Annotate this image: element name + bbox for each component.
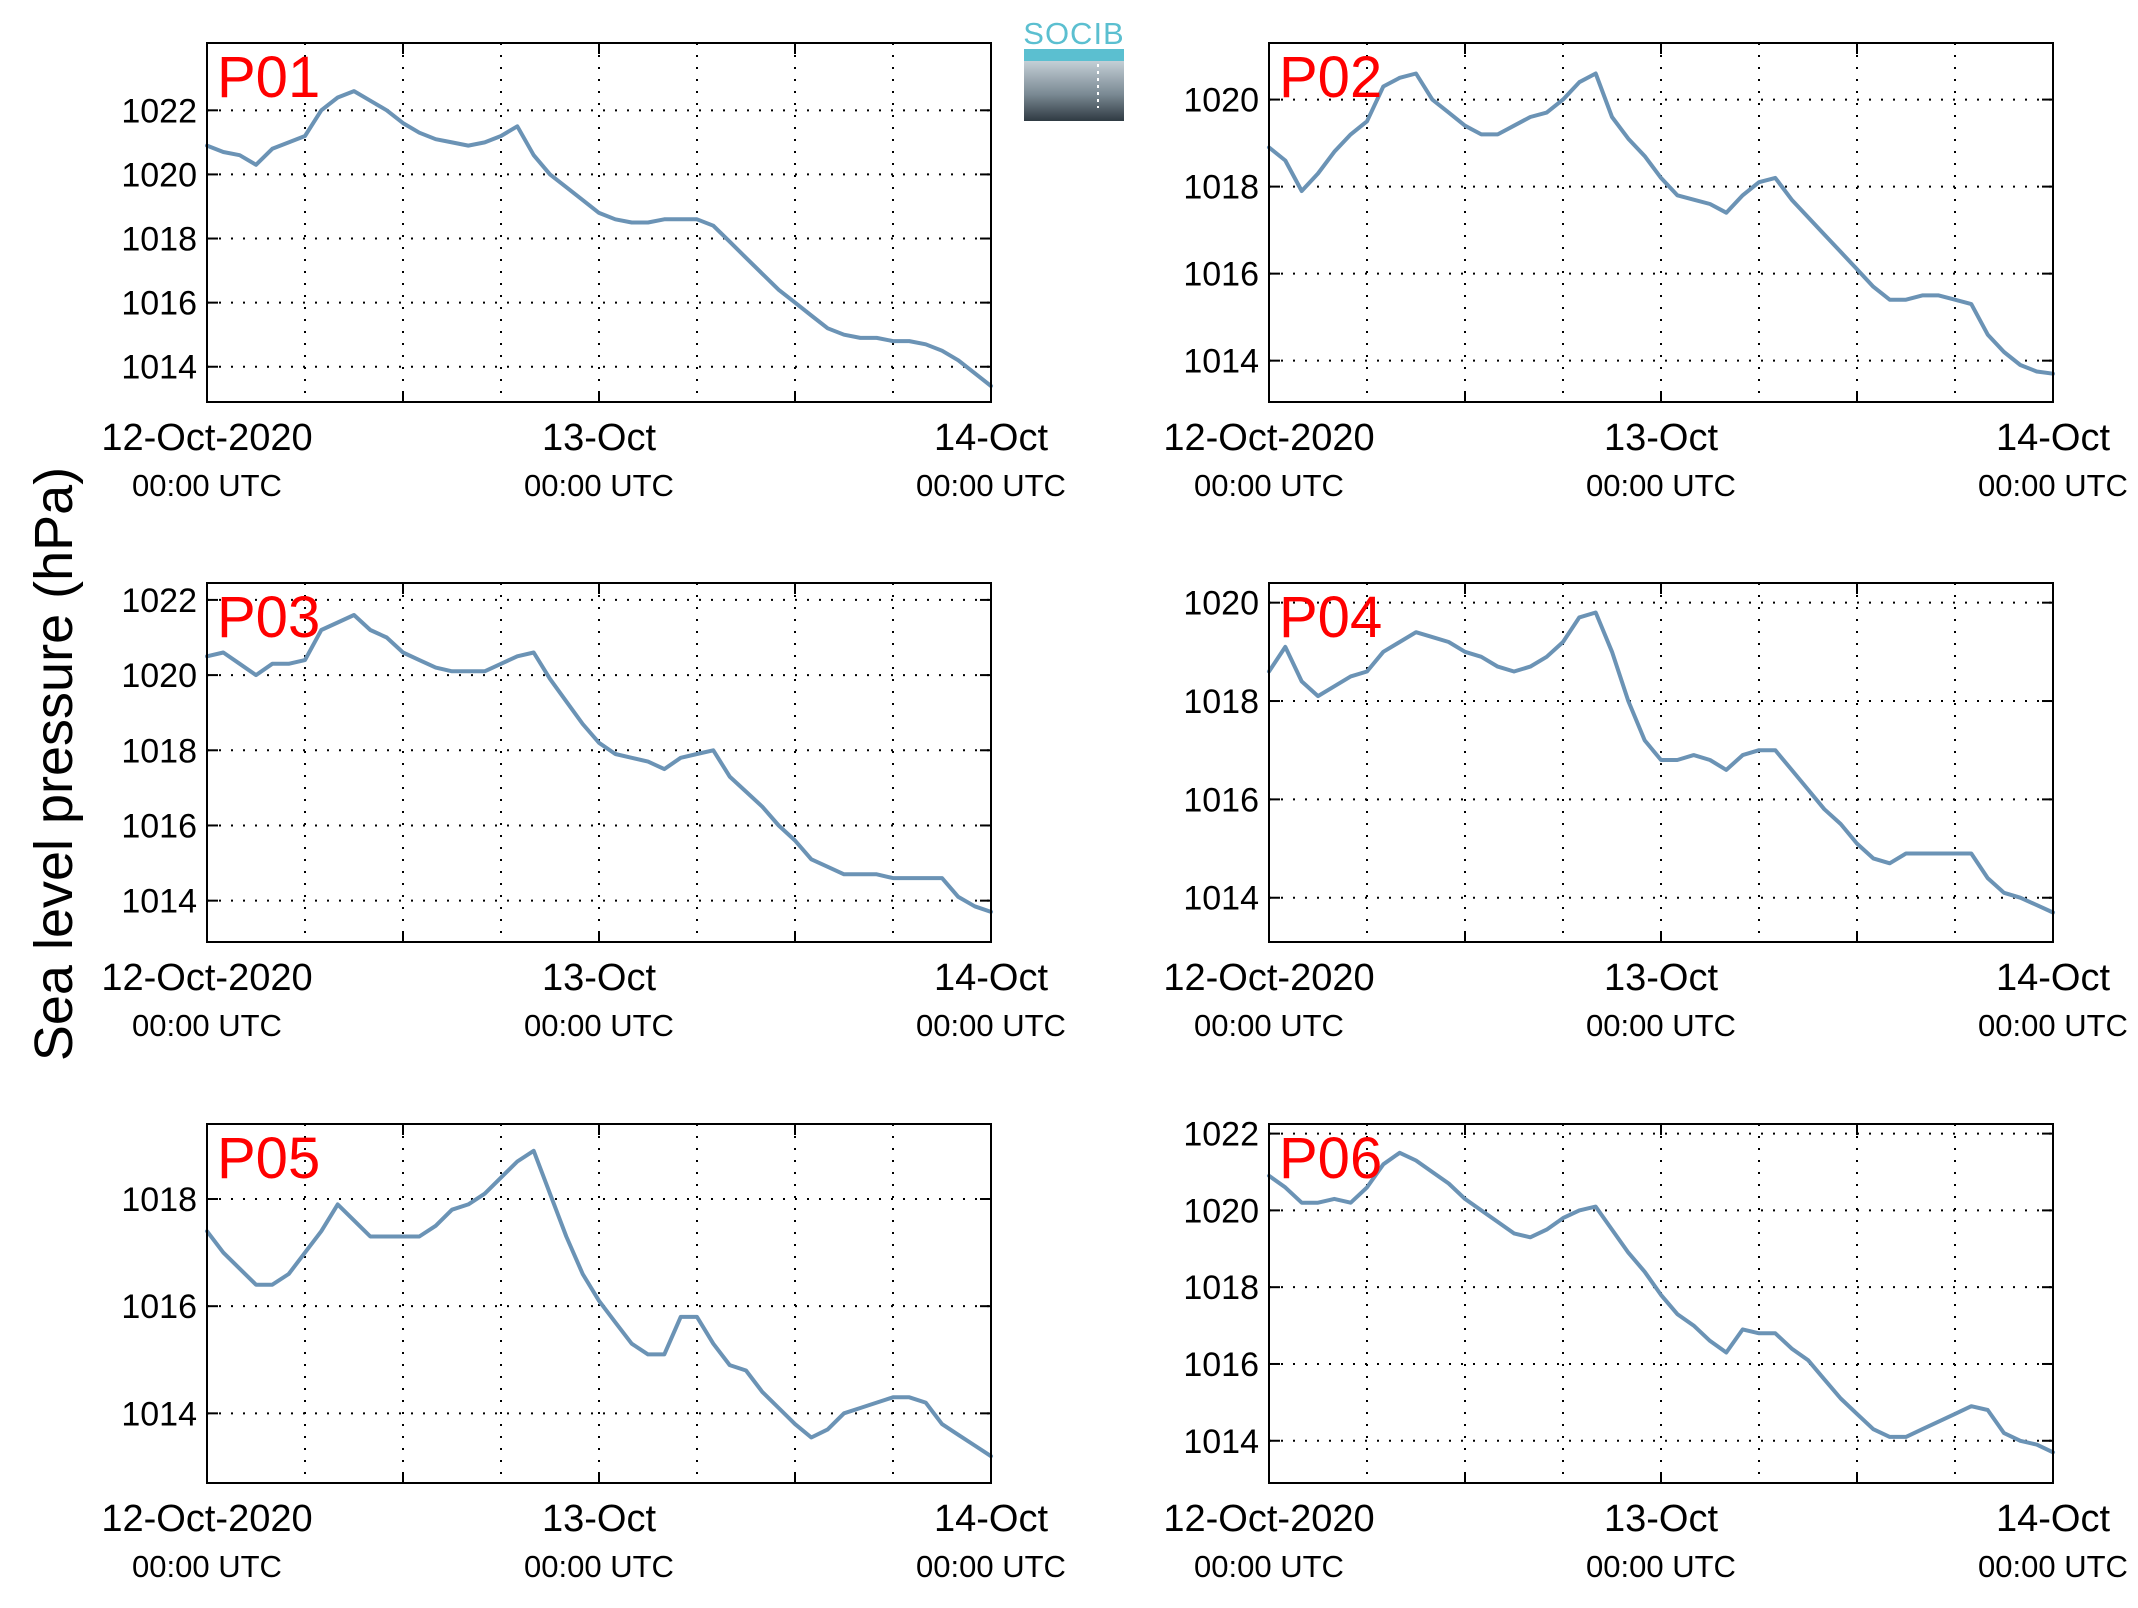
- y-tick-label: 1020: [121, 156, 197, 194]
- panel-p02: 1014 1016 1018 1020 12-Oct-2020 00:00 UTC 13-O…: [1163, 42, 2128, 503]
- y-tick-label: 1020: [1183, 585, 1259, 623]
- y-tick-label: 1014: [121, 883, 197, 921]
- x-tick-label-date: 14-Oct: [934, 957, 1048, 999]
- x-tick-label-date: 14-Oct: [1996, 957, 2110, 999]
- y-tick-label: 1014: [1183, 1423, 1259, 1461]
- x-tick-label-date: 12-Oct-2020: [101, 417, 312, 459]
- series-line-p02: [1267, 71, 2055, 376]
- y-tick-label: 1014: [121, 1395, 197, 1433]
- x-tick-label-time: 00:00 UTC: [524, 1549, 674, 1584]
- y-tick-label: 1018: [1183, 1269, 1259, 1307]
- series-line-p03: [205, 613, 993, 914]
- x-tick-label-date: 13-Oct: [542, 957, 656, 999]
- x-tick-label-time: 00:00 UTC: [916, 1549, 1066, 1584]
- x-tick-label-date: 13-Oct: [1604, 957, 1718, 999]
- y-tick-label: 1022: [121, 92, 197, 130]
- x-tick-label-time: 00:00 UTC: [1978, 1008, 2128, 1043]
- x-tick-label-time: 00:00 UTC: [1194, 1549, 1344, 1584]
- y-tick-label: 1016: [121, 1288, 197, 1326]
- panel-label: P04: [1279, 585, 1382, 650]
- x-tick-label-time: 00:00 UTC: [1586, 468, 1736, 503]
- x-tick-label-date: 13-Oct: [542, 417, 656, 459]
- x-tick-label-date: 14-Oct: [1996, 417, 2110, 459]
- x-tick-label-date: 13-Oct: [542, 1498, 656, 1540]
- y-tick-label: 1020: [121, 657, 197, 695]
- x-tick-label-date: 14-Oct: [1996, 1498, 2110, 1540]
- axes-frame: [206, 1123, 992, 1484]
- x-tick-label-time: 00:00 UTC: [1978, 468, 2128, 503]
- x-tick-label-date: 12-Oct-2020: [1163, 957, 1374, 999]
- panel-p04: 1014 1016 1018 1020 12-Oct-2020 00:00 UTC 13-O…: [1163, 582, 2128, 1043]
- x-tick-label-time: 00:00 UTC: [132, 1549, 282, 1584]
- panel-p01: 1014 1016 1018 1020 1022 12-Oct-2020 00:00 UTC…: [101, 42, 1066, 503]
- x-tick-label-time: 00:00 UTC: [524, 468, 674, 503]
- series-line-p05: [205, 1148, 993, 1459]
- y-tick-label: 1016: [121, 807, 197, 845]
- y-tick-label: 1022: [121, 582, 197, 620]
- x-tick-label-time: 00:00 UTC: [524, 1008, 674, 1043]
- panel-p06: 1014 1016 1018 1020 1022 12-Oct-2020 00:00 UTC…: [1163, 1116, 2128, 1584]
- axes-frame: [206, 582, 992, 943]
- x-tick-label-date: 12-Oct-2020: [101, 957, 312, 999]
- x-tick-label-time: 00:00 UTC: [1194, 468, 1344, 503]
- x-tick-label-time: 00:00 UTC: [1586, 1008, 1736, 1043]
- x-tick-label-time: 00:00 UTC: [1194, 1008, 1344, 1043]
- panel-p05: 1014 1016 1018 12-Oct-2020 00:00 UTC 13-Oct 00…: [101, 1123, 1066, 1584]
- x-tick-label-time: 00:00 UTC: [916, 468, 1066, 503]
- panel-label: P01: [217, 45, 320, 110]
- x-tick-label-date: 12-Oct-2020: [1163, 417, 1374, 459]
- y-tick-label: 1018: [121, 732, 197, 770]
- x-tick-label-time: 00:00 UTC: [132, 1008, 282, 1043]
- y-tick-label: 1016: [1183, 781, 1259, 819]
- x-tick-label-time: 00:00 UTC: [132, 468, 282, 503]
- y-tick-label: 1014: [1183, 880, 1259, 918]
- axes-frame: [1268, 42, 2054, 403]
- series-line-p04: [1267, 610, 2055, 915]
- y-tick-label: 1016: [1183, 1346, 1259, 1384]
- x-tick-label-time: 00:00 UTC: [1978, 1549, 2128, 1584]
- y-tick-label: 1016: [1183, 256, 1259, 294]
- axes-frame: [1268, 1123, 2054, 1484]
- axes-frame: [1268, 582, 2054, 943]
- x-tick-label-date: 12-Oct-2020: [101, 1498, 312, 1540]
- y-tick-label: 1018: [1183, 169, 1259, 207]
- x-tick-label-date: 13-Oct: [1604, 417, 1718, 459]
- x-tick-label-time: 00:00 UTC: [1586, 1549, 1736, 1584]
- series-line-p01: [205, 89, 993, 388]
- panel-p03: 1014 1016 1018 1020 1022 12-Oct-2020 00:00 UTC…: [101, 582, 1066, 1043]
- x-tick-label-date: 13-Oct: [1604, 1498, 1718, 1540]
- panels: 1014 1016 1018 1020 1022 12-Oct-2020 00:00 UTC…: [101, 42, 2128, 1584]
- panel-label: P02: [1279, 45, 1382, 110]
- axes-frame: [206, 42, 992, 403]
- y-tick-label: 1018: [1183, 683, 1259, 721]
- y-tick-label: 1014: [121, 349, 197, 387]
- x-tick-label-date: 14-Oct: [934, 417, 1048, 459]
- panel-label: P05: [217, 1126, 320, 1191]
- socib-logo: SOCIB: [1023, 16, 1124, 121]
- x-tick-label-date: 14-Oct: [934, 1498, 1048, 1540]
- y-tick-label: 1022: [1183, 1116, 1259, 1154]
- y-tick-label: 1020: [1183, 82, 1259, 120]
- x-tick-label-date: 12-Oct-2020: [1163, 1498, 1374, 1540]
- y-tick-label: 1018: [121, 221, 197, 259]
- logo-text: SOCIB: [1023, 16, 1124, 51]
- series-line-p06: [1267, 1150, 2055, 1455]
- y-tick-label: 1016: [121, 285, 197, 323]
- x-tick-label-time: 00:00 UTC: [916, 1008, 1066, 1043]
- y-tick-label: 1020: [1183, 1192, 1259, 1230]
- y-tick-label: 1018: [121, 1181, 197, 1219]
- panel-label: P06: [1279, 1126, 1382, 1191]
- panel-label: P03: [217, 585, 320, 650]
- y-tick-label: 1014: [1183, 343, 1259, 381]
- y-axis-label: Sea level pressure (hPa): [24, 467, 84, 1061]
